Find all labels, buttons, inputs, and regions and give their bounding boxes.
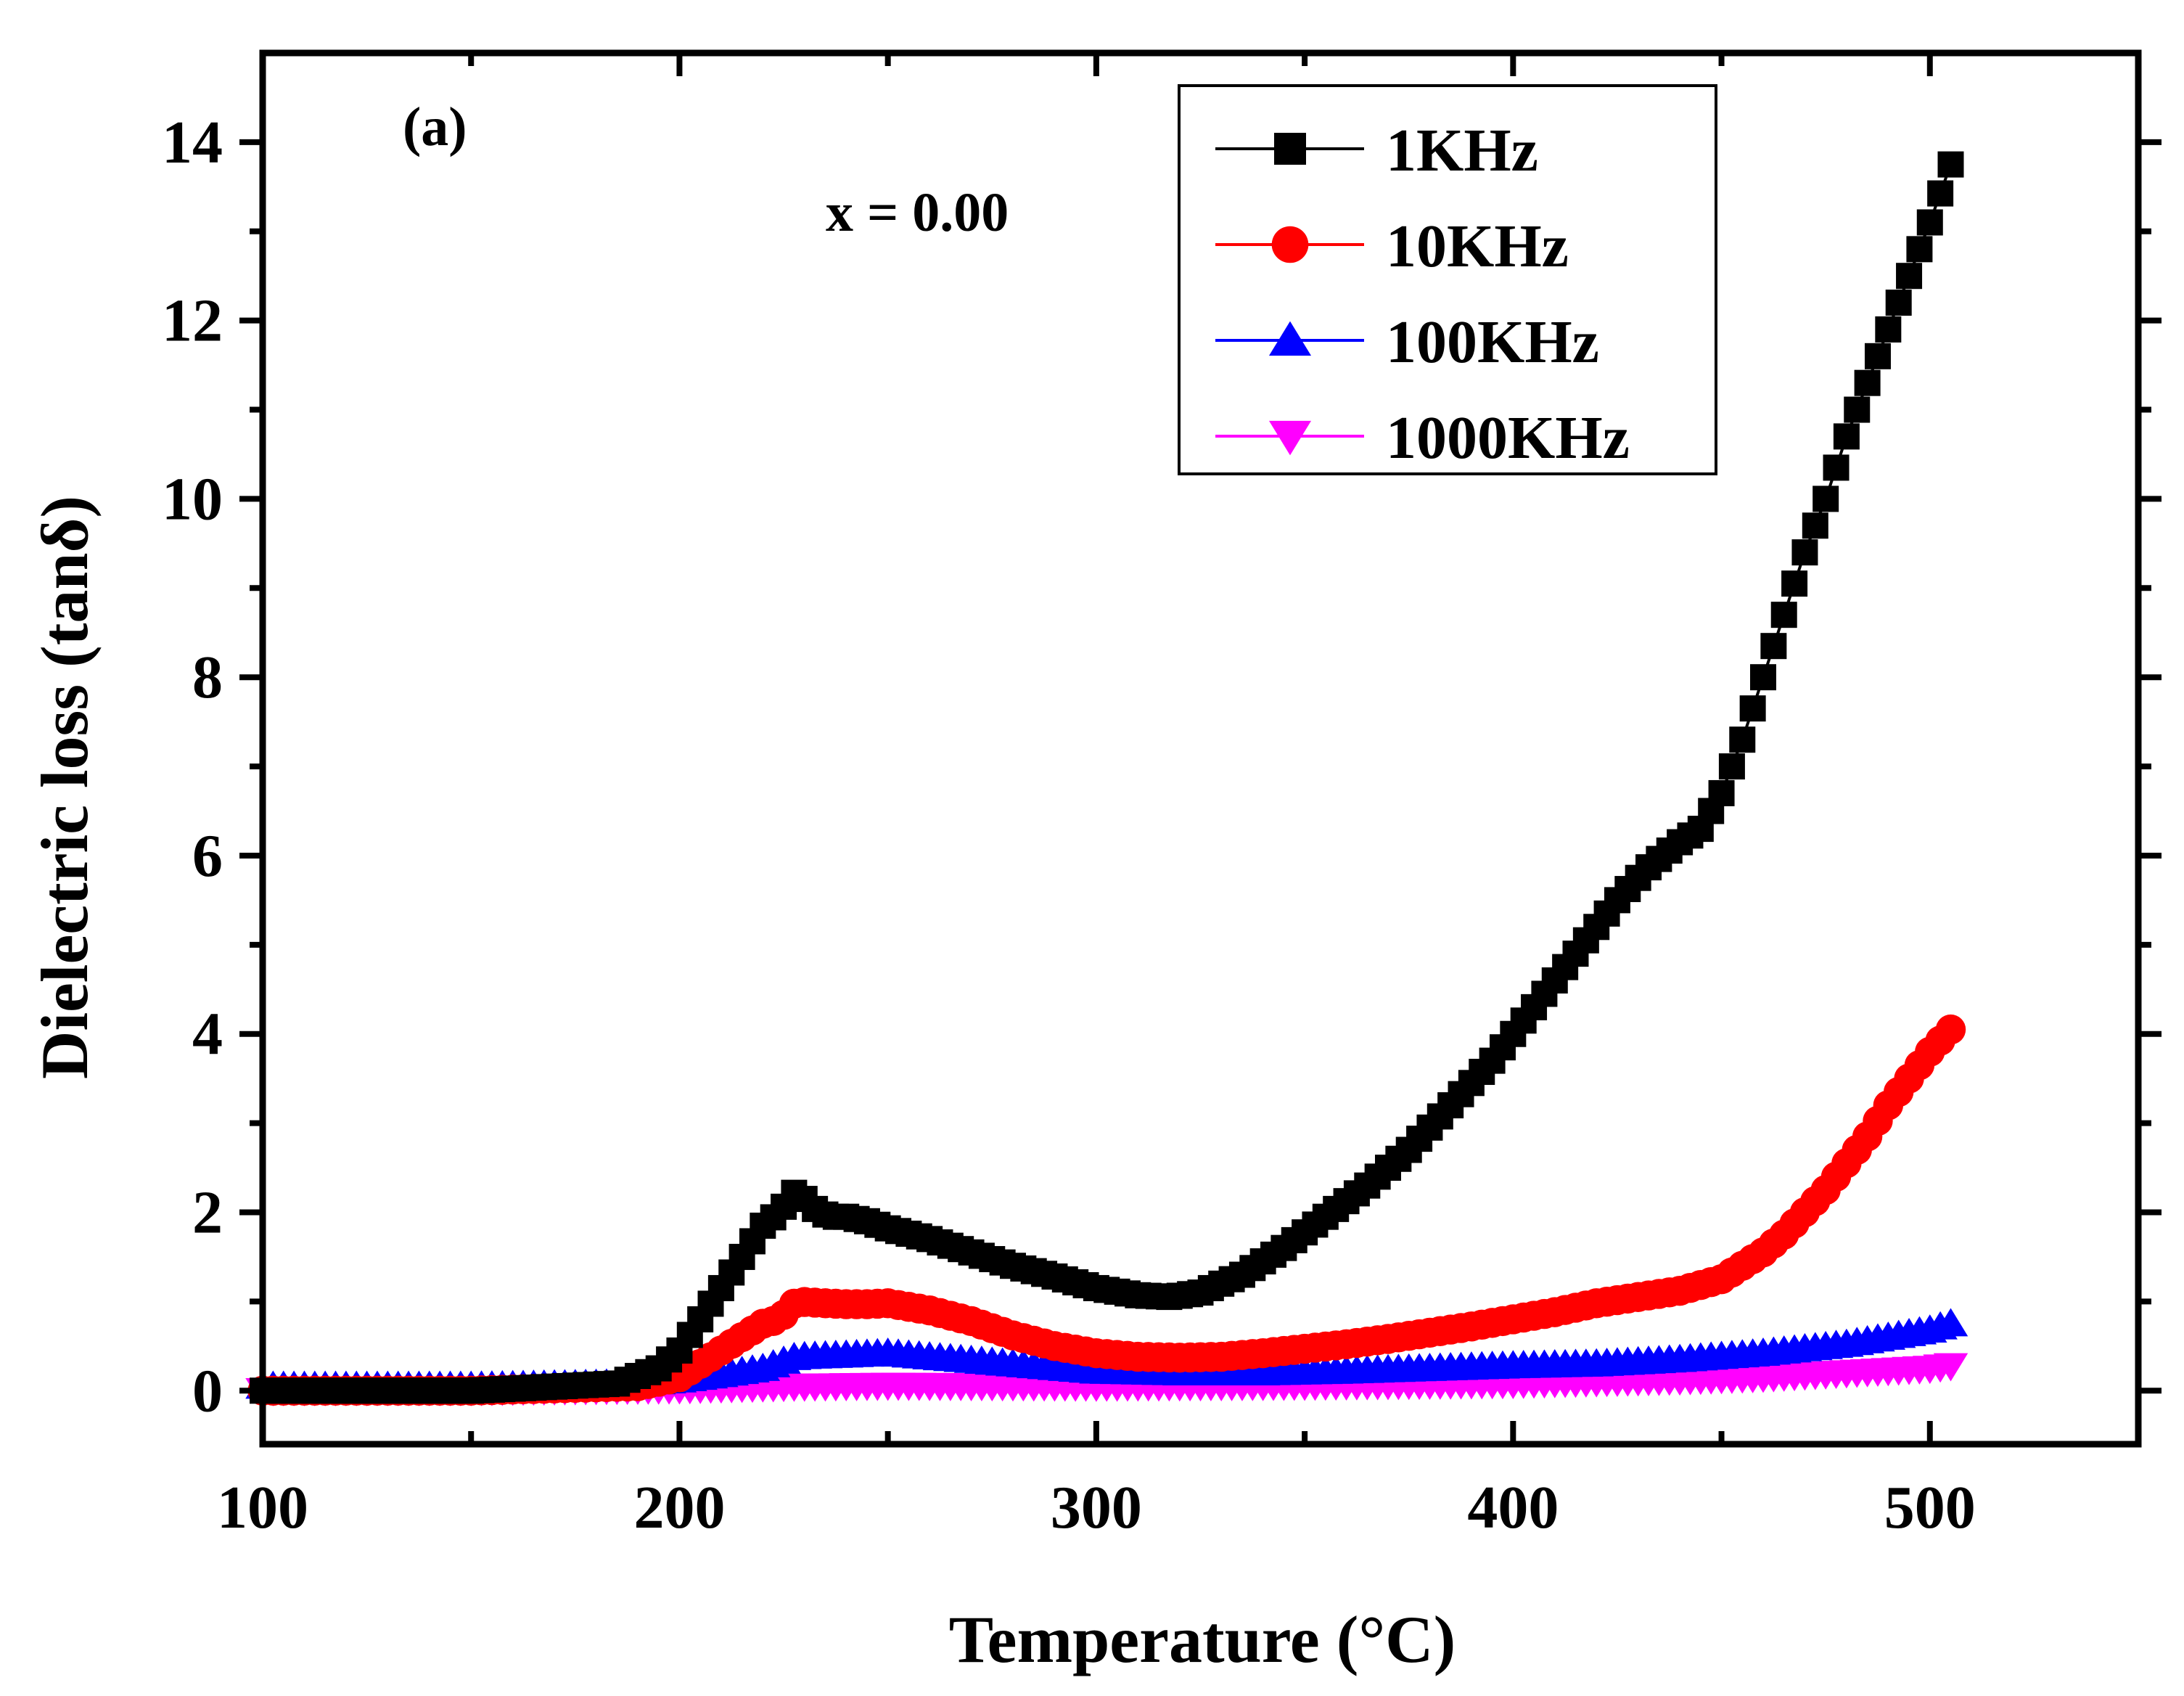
axis-layer: 100 200 300 400 500 0 2 4 6 8 10 12 14 (162, 53, 2162, 1541)
plot-frame (259, 49, 2142, 1448)
legend-label: 1KHz (1386, 117, 1538, 184)
x-tick-label: 100 (217, 1474, 308, 1541)
data-point (1708, 779, 1735, 806)
y-tick-label: 6 (192, 822, 223, 890)
legend-label: 100KHz (1386, 308, 1599, 376)
series-layer (245, 151, 1969, 1406)
data-point (1933, 1353, 1969, 1382)
data-point (1760, 633, 1787, 660)
series-1KHz (250, 151, 1964, 1404)
data-point (1833, 423, 1860, 450)
legend-label: 1000KHz (1386, 404, 1630, 472)
y-tick-label: 8 (192, 644, 223, 711)
legend-box (1178, 84, 1717, 475)
x-tick-label: 500 (1884, 1474, 1976, 1541)
data-point (1739, 695, 1766, 722)
data-point (1896, 263, 1923, 290)
data-point (1823, 454, 1850, 481)
data-point (1927, 180, 1954, 207)
data-point (1750, 664, 1776, 691)
y-tick-label: 12 (162, 287, 223, 355)
data-point (1875, 316, 1902, 343)
y-tick-label: 4 (192, 1001, 223, 1068)
data-point (1781, 570, 1808, 597)
data-point (1791, 539, 1818, 566)
series-line (263, 1028, 1952, 1393)
data-point (1844, 396, 1871, 423)
data-point (1854, 369, 1881, 396)
y-tick-label: 0 (192, 1357, 223, 1425)
x-tick-label: 300 (1051, 1474, 1142, 1541)
data-point (1935, 1014, 1966, 1045)
data-point (1718, 753, 1745, 780)
x-axis-title: Temperature (°C) (949, 1602, 1456, 1676)
legend-label: 10KHz (1386, 213, 1569, 280)
data-point (1729, 726, 1756, 753)
legend-marker (1274, 133, 1306, 165)
data-point (1937, 151, 1964, 178)
legend-marker (1271, 226, 1309, 263)
data-point (1916, 209, 1943, 236)
panel-label: (a) (403, 97, 467, 157)
data-point (1770, 602, 1797, 628)
data-point (1802, 512, 1828, 539)
y-tick-label: 10 (162, 465, 223, 533)
x-tick-label: 200 (633, 1474, 725, 1541)
composition-annotation: x = 0.00 (826, 182, 1009, 243)
data-point (1933, 1308, 1969, 1337)
y-tick-label: 14 (162, 109, 223, 176)
y-axis-title: Dielectric loss (tanδ) (28, 496, 102, 1079)
data-point (1906, 236, 1933, 263)
data-point (1813, 486, 1839, 512)
data-point (1885, 290, 1912, 316)
legend: 1KHz 10KHz 100KHz 1000KHz (1178, 84, 1717, 475)
x-tick-label: 400 (1467, 1474, 1559, 1541)
y-tick-label: 2 (192, 1179, 223, 1247)
data-point (1864, 343, 1891, 369)
legend-marker (1268, 321, 1312, 356)
legend-marker (1268, 420, 1312, 456)
